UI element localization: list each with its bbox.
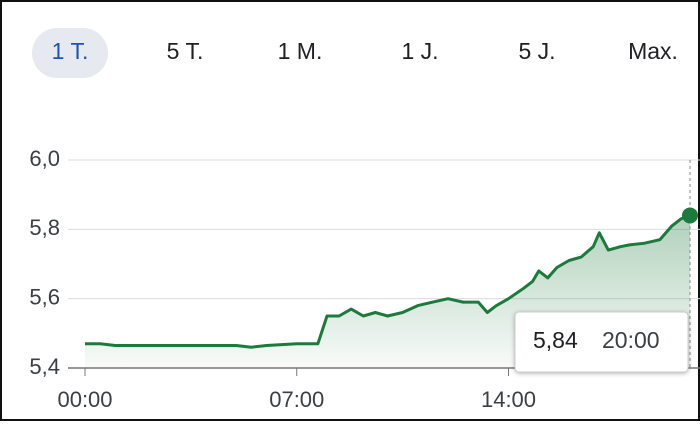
range-tab[interactable]: 1 T. xyxy=(52,38,89,64)
y-tick-label: 5,6 xyxy=(29,284,60,309)
last-point xyxy=(682,207,698,224)
range-tab[interactable]: 1 J. xyxy=(401,38,438,64)
y-tick-label: 5,4 xyxy=(29,354,60,379)
range-tab[interactable]: 1 M. xyxy=(278,38,323,64)
range-tab[interactable]: Max. xyxy=(628,38,678,64)
x-tick-label: 07:00 xyxy=(269,387,324,412)
price-line xyxy=(85,214,691,349)
range-tab[interactable]: 5 T. xyxy=(167,38,204,64)
y-tick-label: 5,8 xyxy=(29,215,60,240)
tooltip-time: 20:00 xyxy=(602,327,660,353)
x-tick-label: 14:00 xyxy=(481,387,536,412)
tooltip-box xyxy=(514,311,689,373)
range-tab[interactable]: 5 J. xyxy=(518,38,555,64)
selected-tab-bg xyxy=(32,28,108,78)
y-tick-label: 6,0 xyxy=(29,146,60,171)
tooltip-value: 5,84 xyxy=(533,327,578,353)
x-tick-label: 00:00 xyxy=(57,387,112,412)
